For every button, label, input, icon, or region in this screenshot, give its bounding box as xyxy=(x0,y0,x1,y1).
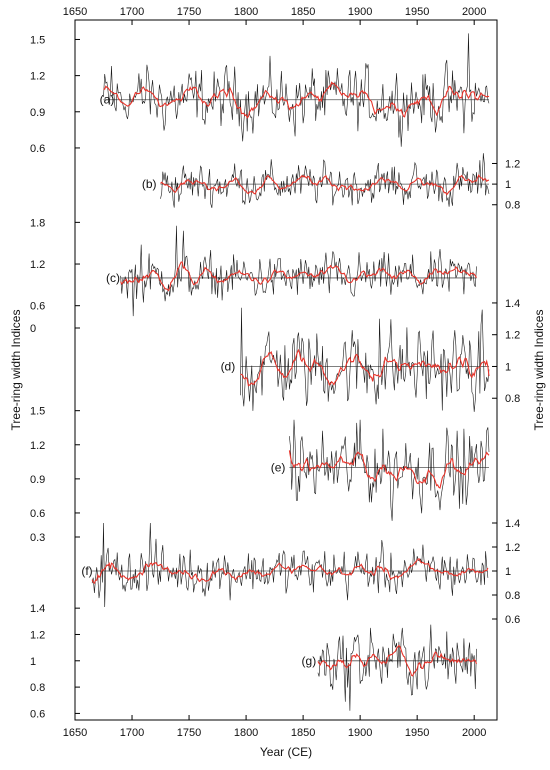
series-raw-line xyxy=(240,307,490,412)
series-raw-line xyxy=(120,225,477,317)
series-5: (e) xyxy=(271,419,490,521)
x-tick-label-top: 1800 xyxy=(234,6,258,18)
series-raw-line xyxy=(103,33,490,147)
x-tick-label-bottom: 1900 xyxy=(348,727,372,739)
y-tick-label: 0.8 xyxy=(505,200,520,212)
series-raw-line xyxy=(289,419,490,521)
y-tick-label: 1.2 xyxy=(505,158,520,170)
y-tick-label: 1.4 xyxy=(505,298,520,310)
y-tick-label: 1 xyxy=(505,179,511,191)
y-tick-label: 1.5 xyxy=(30,34,45,46)
y-axes: 0.6 0.9 1.2 1.5 0.8 1 1.2 0.6 1.2 1.8 0.8 1 1.2 1.4 0.… xyxy=(30,34,520,720)
x-tick-label-top: 2000 xyxy=(462,6,486,18)
y-tick-label: 1 xyxy=(505,361,511,373)
x-axis-title: Year (CE) xyxy=(260,745,312,759)
y-tick-label: 0.6 xyxy=(30,143,45,155)
x-tick-label-bottom: 1950 xyxy=(405,727,429,739)
x-tick-label-bottom: 1800 xyxy=(234,727,258,739)
y-axis-title-left: Tree-ring width Indices xyxy=(9,310,23,431)
series-label: (f) xyxy=(81,564,92,578)
series-raw-line xyxy=(160,153,490,208)
x-tick-label-top: 1950 xyxy=(405,6,429,18)
x-tick-label-bottom: 2000 xyxy=(462,727,486,739)
series-group: (a) (b) (c) (d) (e) (f) (g) xyxy=(81,33,490,711)
series-label: (d) xyxy=(221,359,236,373)
series-smooth-line xyxy=(160,173,490,196)
series-smooth-line xyxy=(288,450,490,489)
series-label: (c) xyxy=(106,271,120,285)
x-tick-label-top: 1900 xyxy=(348,6,372,18)
series-label: (b) xyxy=(142,177,157,191)
y-tick-label: 1.4 xyxy=(505,518,520,530)
x-tick-label-bottom: 1650 xyxy=(63,727,87,739)
y-axis-title-right: Tree-ring width Indices xyxy=(532,310,546,431)
y-tick-label: 0.6 xyxy=(30,708,45,720)
series-smooth-line xyxy=(120,261,477,292)
plot-frame xyxy=(74,19,498,721)
series-1: (a) xyxy=(100,33,490,147)
x-tick-label-top: 1850 xyxy=(291,6,315,18)
x-axis: 1650 1650 1700 1700 1750 1750 1800 1800 1850 1850… xyxy=(63,6,487,739)
series-7: (g) xyxy=(302,624,478,711)
y-tick-label: 0.3 xyxy=(30,532,45,544)
series-label: (e) xyxy=(271,461,286,475)
series-6: (f) xyxy=(81,522,489,608)
y-tick-label: 1.2 xyxy=(505,330,520,342)
y-tick-label: 1.5 xyxy=(30,406,45,418)
y-tick-label: 0 xyxy=(30,323,36,335)
y-tick-label: 0.9 xyxy=(30,107,45,119)
series-raw-line xyxy=(317,624,477,711)
x-tick-label-bottom: 1700 xyxy=(120,727,144,739)
series-label: (g) xyxy=(302,654,317,668)
y-tick-label: 1.2 xyxy=(505,542,520,554)
y-tick-label: 1.2 xyxy=(30,629,45,641)
x-tick-label-bottom: 1750 xyxy=(177,727,201,739)
series-smooth-line xyxy=(103,81,490,119)
y-tick-label: 0.6 xyxy=(30,301,45,313)
y-tick-label: 1.4 xyxy=(30,603,45,615)
y-tick-label: 0.6 xyxy=(505,614,520,626)
y-tick-label: 0.9 xyxy=(30,474,45,486)
x-tick-label-top: 1700 xyxy=(120,6,144,18)
y-tick-label: 0.8 xyxy=(505,393,520,405)
y-tick-label: 1.2 xyxy=(30,71,45,83)
series-smooth-line xyxy=(240,348,490,387)
x-tick-label-top: 1750 xyxy=(177,6,201,18)
y-tick-label: 0.8 xyxy=(30,682,45,694)
x-tick-label-bottom: 1850 xyxy=(291,727,315,739)
series-2: (b) xyxy=(142,153,490,208)
y-tick-label: 0.6 xyxy=(30,508,45,520)
series-smooth-line xyxy=(317,644,478,677)
series-3: (c) xyxy=(106,225,477,317)
y-tick-label: 0.8 xyxy=(505,590,520,602)
y-tick-label: 1.2 xyxy=(30,259,45,271)
series-smooth-line xyxy=(91,558,489,585)
series-4: (d) xyxy=(221,307,490,412)
y-tick-label: 1 xyxy=(505,566,511,578)
y-tick-label: 1.2 xyxy=(30,440,45,452)
series-label: (a) xyxy=(100,93,115,107)
y-tick-label: 1 xyxy=(30,656,36,668)
x-tick-label-top: 1650 xyxy=(63,6,87,18)
y-tick-label: 1.8 xyxy=(30,217,45,229)
